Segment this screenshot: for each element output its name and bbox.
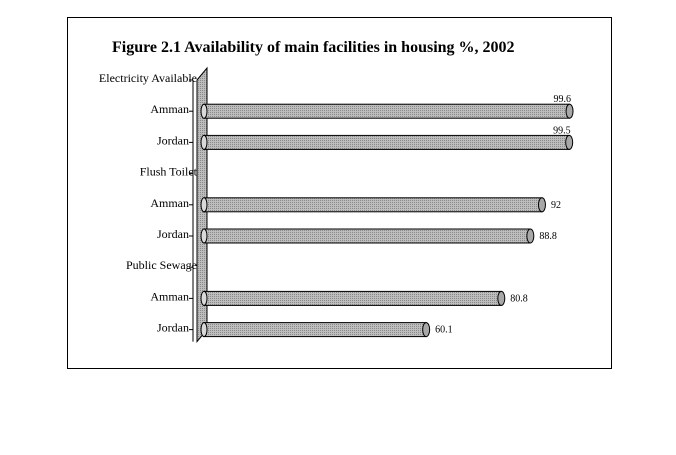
category-label: Amman [150, 196, 189, 210]
bar-start-cap [200, 290, 208, 306]
category-label: Jordan [157, 133, 189, 147]
group-header: Electricity Available [99, 71, 197, 85]
bar [203, 322, 427, 338]
chart-frame: Figure 2.1 Availability of main faciliti… [67, 17, 612, 369]
bar-end-cap [565, 134, 574, 150]
bar-start-cap [200, 134, 208, 150]
bar-row: Amman 99.6 [150, 94, 574, 119]
group-header: Public Sewage [126, 258, 197, 272]
category-label: Amman [150, 289, 189, 303]
group-header: Flush Toilet [140, 165, 198, 179]
bar [203, 290, 502, 306]
data-label: 80.8 [510, 293, 527, 304]
bar [203, 103, 571, 119]
group-label: Public Sewage [126, 258, 197, 272]
group-label: Flush Toilet [140, 165, 198, 179]
bar-end-cap [565, 103, 574, 119]
bar-row: Amman 92 [150, 196, 561, 213]
category-label: Jordan [157, 321, 189, 335]
data-label: 88.8 [539, 231, 557, 242]
data-label: 92 [551, 200, 561, 211]
bar-start-cap [200, 197, 208, 213]
chart-title: Figure 2.1 Availability of main faciliti… [112, 39, 515, 56]
category-label: Amman [150, 102, 189, 116]
bar-chart: Figure 2.1 Availability of main faciliti… [99, 39, 574, 343]
data-label: 99.6 [554, 94, 572, 105]
bar-row: Jordan 99.5 [157, 125, 574, 150]
bar [203, 197, 543, 213]
group-label: Electricity Available [99, 71, 197, 85]
bar-end-cap [422, 322, 431, 338]
category-label: Jordan [157, 227, 189, 241]
bar-end-cap [497, 290, 506, 306]
bar-row: Jordan 88.8 [157, 227, 557, 244]
bar-start-cap [200, 322, 208, 338]
bar-end-cap [537, 197, 546, 213]
bar [203, 134, 570, 150]
bar-start-cap [200, 103, 208, 119]
bar-row: Jordan 60.1 [157, 321, 453, 338]
bar [203, 228, 531, 244]
data-label: 60.1 [435, 325, 453, 336]
chart-rows: Electricity Available Amman 99.6 Jordan 99.5… [99, 71, 574, 338]
bar-start-cap [200, 228, 208, 244]
data-label: 99.5 [553, 125, 571, 136]
bar-row: Amman 80.8 [150, 289, 528, 306]
bar-end-cap [526, 228, 535, 244]
